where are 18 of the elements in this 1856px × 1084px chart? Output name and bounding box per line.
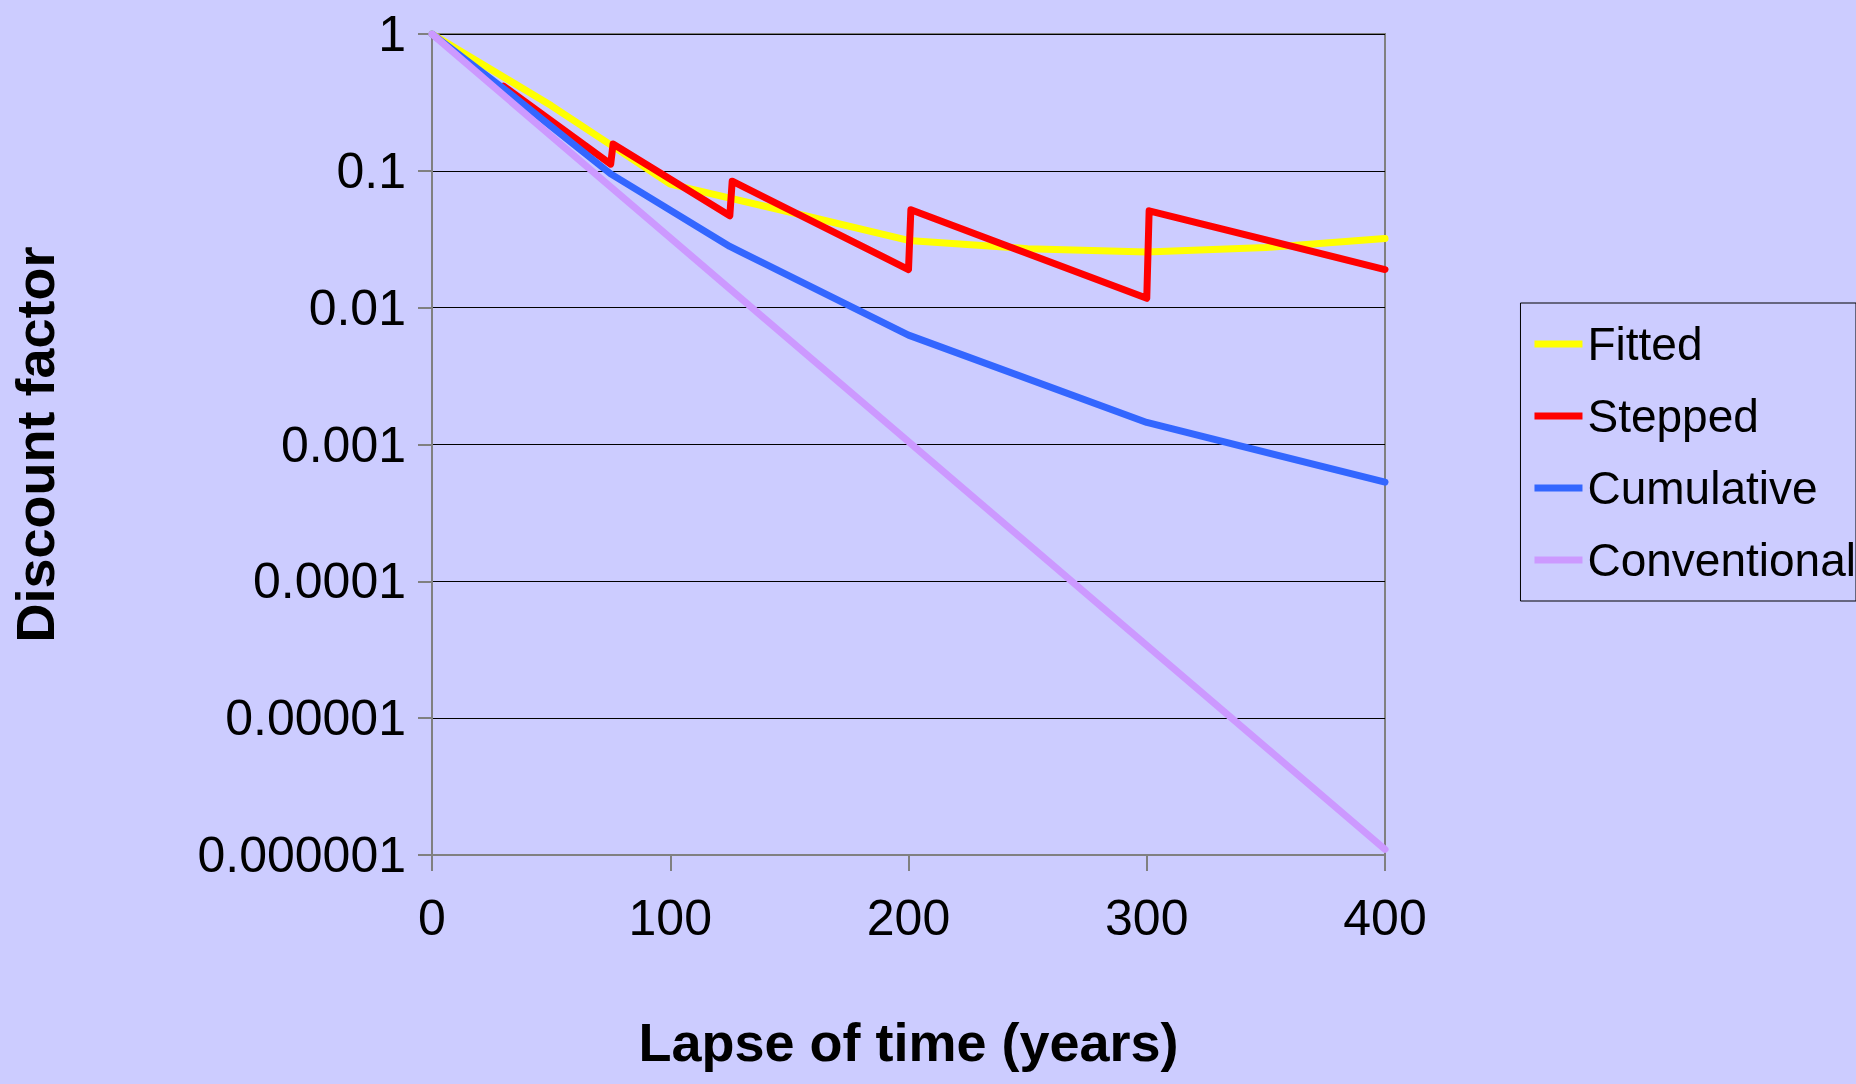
y-axis-title: Discount factor xyxy=(5,246,65,643)
legend-label: Cumulative xyxy=(1587,462,1818,514)
y-tick-label: 0.001 xyxy=(280,416,406,473)
x-tick-label: 200 xyxy=(866,890,951,946)
y-tick-label: 0.1 xyxy=(336,142,406,199)
x-axis-title: Lapse of time (years) xyxy=(638,1012,1179,1072)
legend-label: Fitted xyxy=(1587,318,1703,370)
legend-label: Stepped xyxy=(1587,390,1759,442)
y-tick-label: 0.00001 xyxy=(225,690,406,747)
y-tick-label: 1 xyxy=(378,6,406,62)
x-tick-label: 100 xyxy=(628,890,712,946)
x-tick-label: 300 xyxy=(1105,890,1189,946)
x-tick-label: 0 xyxy=(418,890,446,946)
y-tick-label: 0.01 xyxy=(308,279,406,336)
y-tick-label: 0.000001 xyxy=(197,827,406,883)
x-tick-label: 400 xyxy=(1343,890,1427,946)
y-tick-label: 0.0001 xyxy=(253,553,406,610)
legend-label: Conventional xyxy=(1587,534,1856,586)
